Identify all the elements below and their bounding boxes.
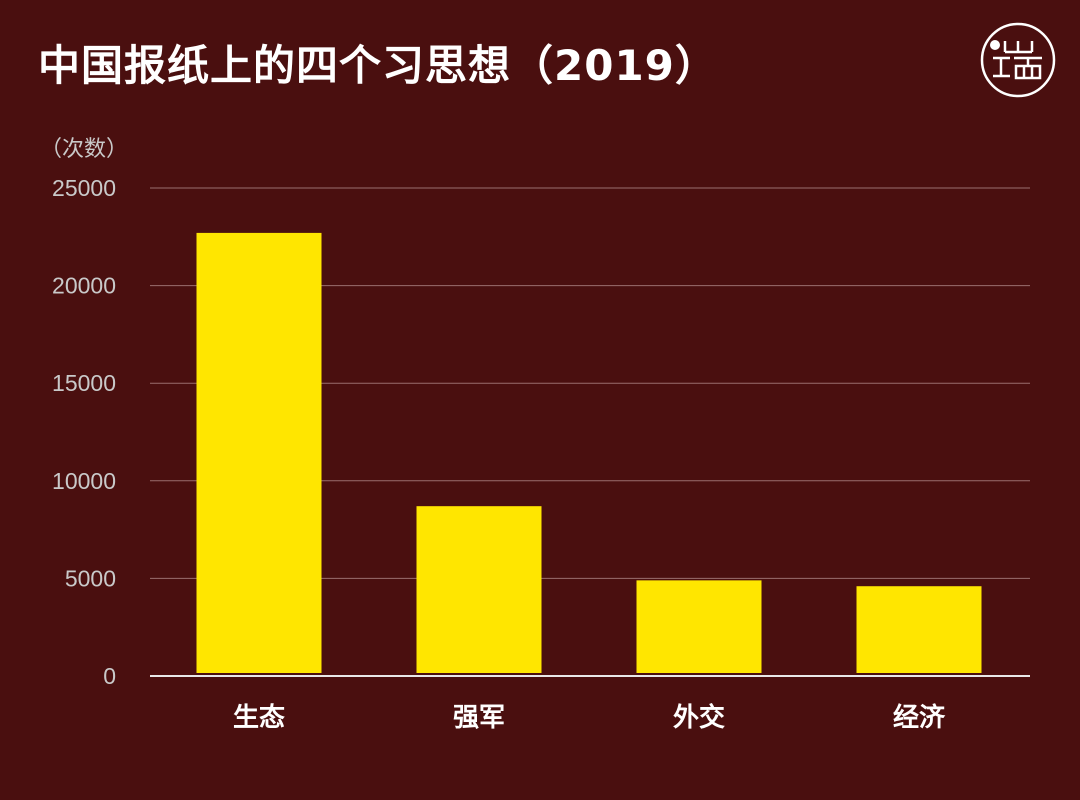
y-tick-label: 20000 (52, 273, 116, 299)
y-axis-unit-label: （次数） (40, 137, 128, 162)
bar-1 (196, 232, 322, 673)
category-labels: 生态 强军 外交 经济 (233, 702, 946, 733)
category-label: 强军 (453, 703, 505, 733)
category-label: 生态 (233, 702, 285, 733)
category-label: 经济 (893, 702, 946, 733)
bar-3 (636, 580, 762, 673)
chart-title: 中国报纸上的四个习思想（2019） (38, 41, 718, 90)
category-label: 外交 (673, 702, 725, 733)
y-tick-labels: 0 5000 10000 15000 20000 25000 (52, 175, 116, 689)
y-tick-label: 10000 (52, 468, 116, 494)
bar-2 (416, 506, 542, 673)
y-tick-label: 15000 (52, 370, 116, 396)
bar-4 (856, 586, 982, 673)
y-tick-label: 5000 (65, 565, 116, 591)
initium-logo-icon (980, 22, 1056, 98)
bars (196, 232, 982, 673)
y-tick-label: 25000 (52, 175, 116, 201)
y-tick-label: 0 (103, 663, 116, 689)
